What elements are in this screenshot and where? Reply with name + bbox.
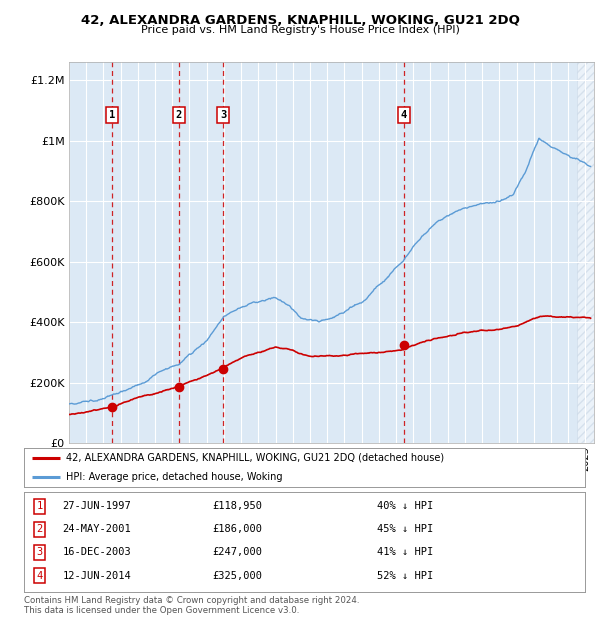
Text: 42, ALEXANDRA GARDENS, KNAPHILL, WOKING, GU21 2DQ: 42, ALEXANDRA GARDENS, KNAPHILL, WOKING,…: [80, 14, 520, 27]
Text: 4: 4: [400, 110, 407, 120]
Text: 41% ↓ HPI: 41% ↓ HPI: [377, 547, 434, 557]
Text: £247,000: £247,000: [212, 547, 262, 557]
Text: 1: 1: [109, 110, 115, 120]
Text: £118,950: £118,950: [212, 501, 262, 512]
Text: 12-JUN-2014: 12-JUN-2014: [62, 570, 131, 580]
Text: 52% ↓ HPI: 52% ↓ HPI: [377, 570, 434, 580]
Text: 42, ALEXANDRA GARDENS, KNAPHILL, WOKING, GU21 2DQ (detached house): 42, ALEXANDRA GARDENS, KNAPHILL, WOKING,…: [66, 453, 444, 463]
Text: 27-JUN-1997: 27-JUN-1997: [62, 501, 131, 512]
Text: Contains HM Land Registry data © Crown copyright and database right 2024.: Contains HM Land Registry data © Crown c…: [24, 596, 359, 606]
Text: 45% ↓ HPI: 45% ↓ HPI: [377, 525, 434, 534]
Text: 3: 3: [220, 110, 226, 120]
Text: 1: 1: [37, 501, 43, 512]
Text: 2: 2: [37, 525, 43, 534]
Text: 2: 2: [176, 110, 182, 120]
Text: 16-DEC-2003: 16-DEC-2003: [62, 547, 131, 557]
Text: Price paid vs. HM Land Registry's House Price Index (HPI): Price paid vs. HM Land Registry's House …: [140, 25, 460, 35]
Bar: [577, 62, 594, 443]
Text: This data is licensed under the Open Government Licence v3.0.: This data is licensed under the Open Gov…: [24, 606, 299, 616]
Text: 3: 3: [37, 547, 43, 557]
Text: 40% ↓ HPI: 40% ↓ HPI: [377, 501, 434, 512]
Text: £325,000: £325,000: [212, 570, 262, 580]
Text: 4: 4: [37, 570, 43, 580]
Text: HPI: Average price, detached house, Woking: HPI: Average price, detached house, Woki…: [66, 472, 283, 482]
Text: £186,000: £186,000: [212, 525, 262, 534]
Text: 24-MAY-2001: 24-MAY-2001: [62, 525, 131, 534]
